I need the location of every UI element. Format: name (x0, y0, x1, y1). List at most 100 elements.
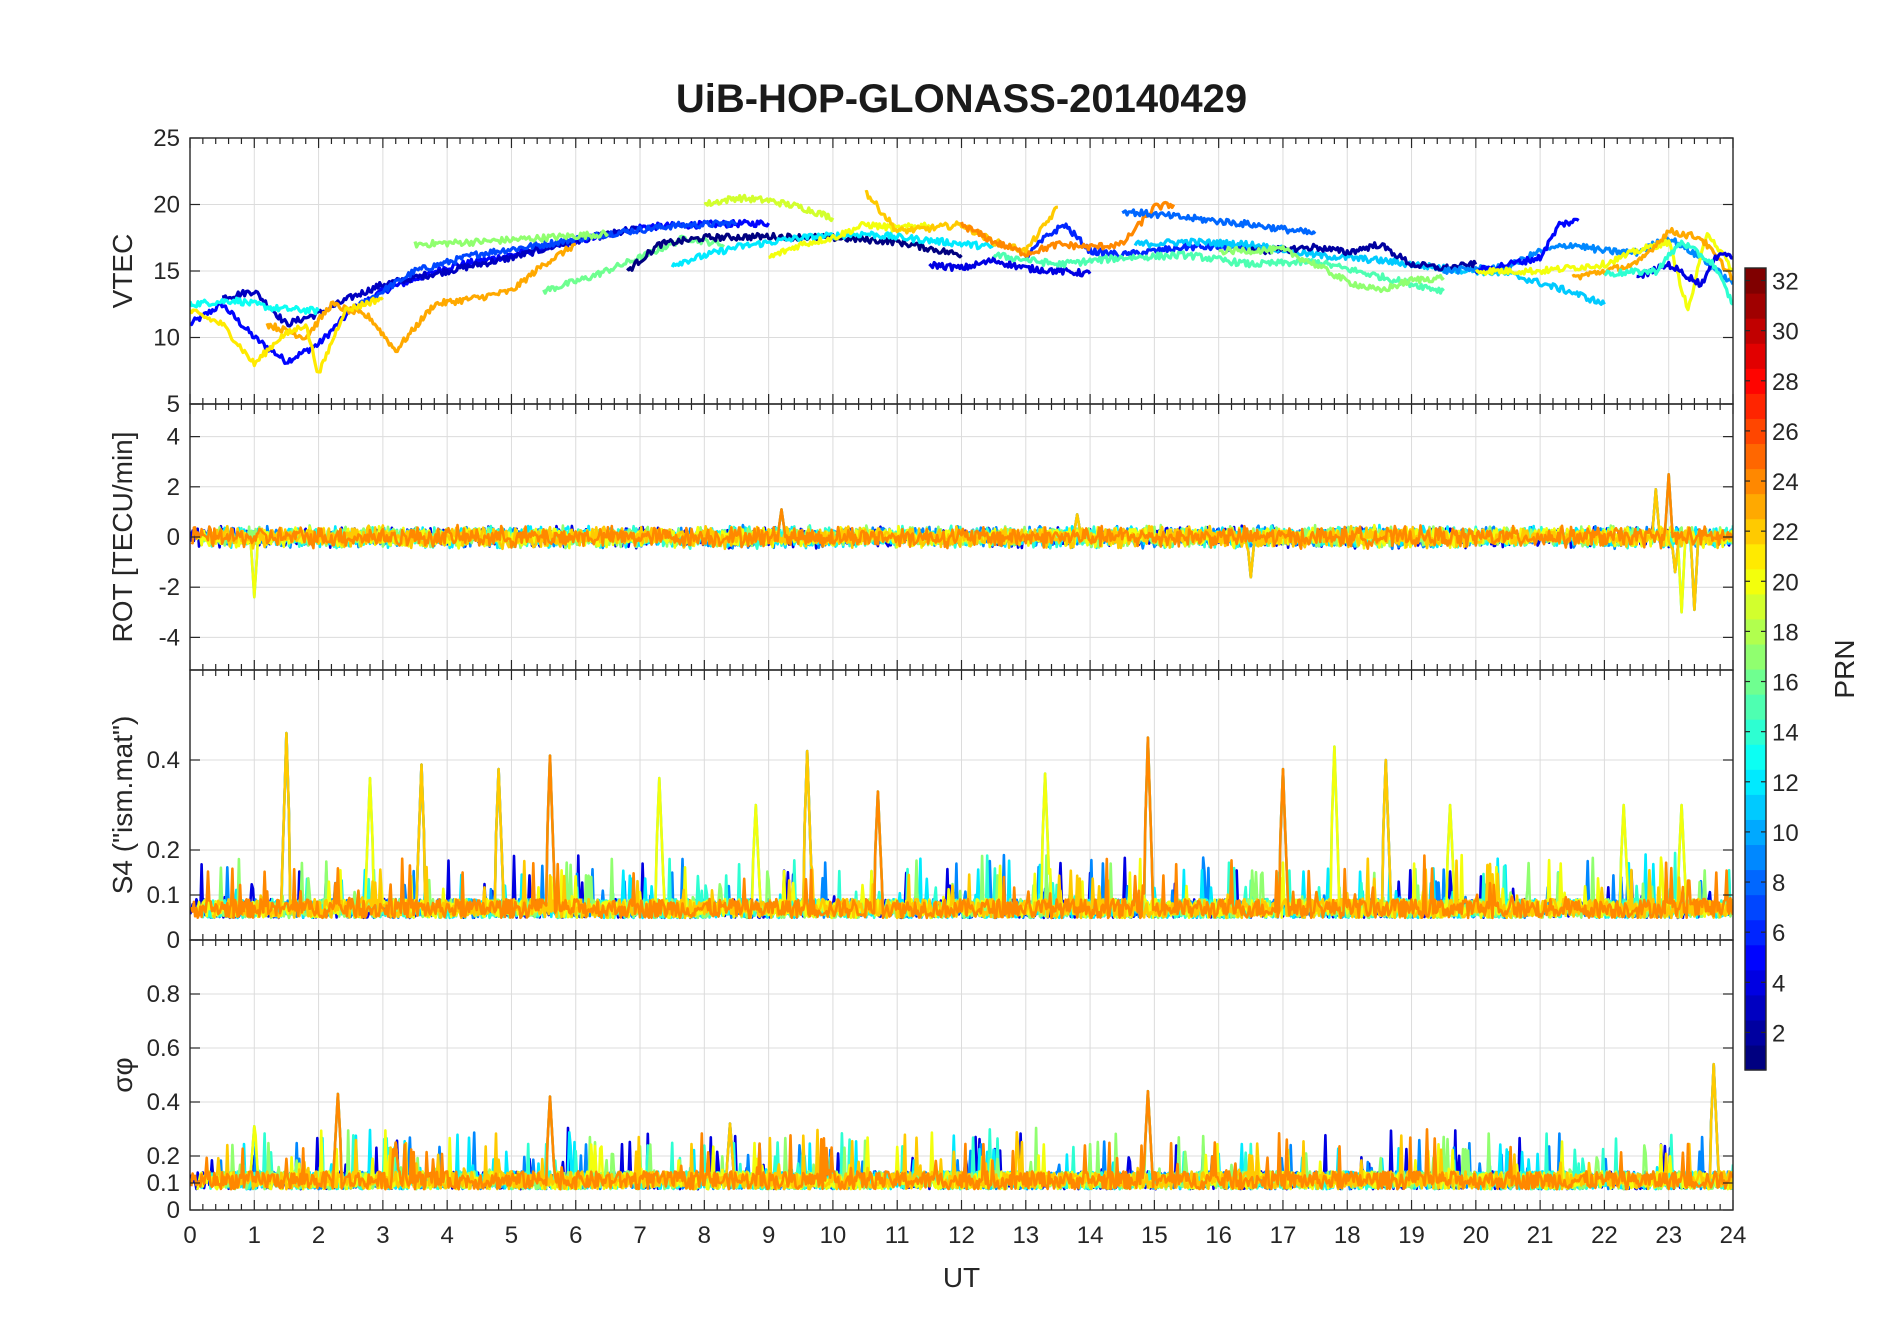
x-tick-label: 12 (948, 1222, 975, 1249)
colorbar-swatch (1745, 568, 1766, 595)
panel-vtec-data (190, 189, 1733, 374)
x-tick-label: 9 (762, 1222, 775, 1249)
vtec-series-prn-7 (349, 219, 738, 311)
colorbar-swatch (1745, 643, 1766, 670)
x-tick-label: 16 (1205, 1222, 1232, 1249)
colorbar-tick-label: 28 (1772, 369, 1799, 396)
colorbar-swatch (1745, 869, 1766, 896)
colorbar-tick-label: 6 (1772, 920, 1785, 947)
colorbar-tick-label: 10 (1772, 820, 1799, 847)
y-tick-label: -2 (159, 574, 180, 601)
x-tick-label: 15 (1141, 1222, 1168, 1249)
y-tick-label: 5 (167, 391, 180, 418)
y-axis-label-sigma: σφ (107, 1057, 138, 1092)
chart-title: UiB-HOP-GLONASS-20140429 (676, 77, 1247, 121)
x-tick-label: 0 (183, 1222, 196, 1249)
colorbar-swatch (1745, 268, 1766, 294)
vtec-series-prn-4 (1636, 251, 1733, 288)
x-tick-label: 14 (1077, 1222, 1104, 1249)
vtec-series-prn-23 (1571, 227, 1733, 281)
colorbar-swatch (1745, 1044, 1766, 1071)
colorbar-swatch (1745, 418, 1766, 445)
vtec-series-prn-20 (1475, 232, 1733, 312)
colorbar-swatch (1745, 393, 1766, 419)
vtec-series-prn-6 (1024, 222, 1285, 261)
y-axis-label-s4: S4 ("ism.mat") (107, 716, 138, 895)
colorbar-tick-label: 22 (1772, 519, 1799, 546)
panel-s4: 0 0.1 0.2 0.4 S4 ("ism.mat") (107, 669, 1734, 954)
x-tick-label: 19 (1398, 1222, 1425, 1249)
colorbar-frame (1744, 267, 1767, 1071)
panel-rot-data (190, 472, 1733, 614)
colorbar-swatch (1745, 769, 1766, 795)
y-tick-label: 0.1 (147, 882, 180, 909)
colorbar-swatch (1745, 493, 1766, 520)
y-tick-label: -4 (159, 624, 180, 651)
colorbar-swatch (1745, 819, 1766, 846)
vtec-series-prn-4 (928, 256, 1092, 278)
y-tick-label: 0.4 (147, 747, 180, 774)
x-tick-label: 5 (505, 1222, 518, 1249)
vtec-series-prn-21 (190, 296, 384, 374)
colorbar-swatch (1745, 994, 1766, 1021)
x-tick-label: 20 (1462, 1222, 1489, 1249)
colorbar-tick-label: 14 (1772, 720, 1799, 747)
vtec-series-prn-3 (221, 225, 642, 328)
colorbar-tick-label: 32 (1772, 269, 1799, 296)
colorbar-swatch (1745, 618, 1766, 645)
x-tick-label: 18 (1334, 1222, 1361, 1249)
y-tick-label: 15 (153, 258, 180, 285)
x-tick-label: 13 (1012, 1222, 1039, 1249)
y-tick-label: 0 (167, 524, 180, 551)
y-tick-label: 0.2 (147, 1143, 180, 1170)
colorbar-swatch (1745, 669, 1766, 695)
x-tick-label: 6 (569, 1222, 582, 1249)
panel-s4-series-prn-24 (190, 736, 1733, 920)
colorbar-tick-label: 2 (1772, 1020, 1785, 1047)
vtec-series-prn-11 (1133, 237, 1606, 306)
colorbar-swatch (1745, 719, 1766, 745)
vtec-series-prn-24 (960, 200, 1176, 258)
x-tick-label: 7 (633, 1222, 646, 1249)
x-axis: 0 1 2 3 4 5 6 7 8 9 10 11 12 13 14 15 16 17 18 19 20 21 22 23 24 (183, 1222, 1746, 1249)
colorbar-swatch (1745, 794, 1766, 820)
panel-vtec: 5 10 15 20 25 VTEC (107, 125, 1734, 418)
colorbar-swatch (1745, 919, 1766, 946)
panel-rot: -4 -2 0 2 4 ROT [TECU/min] (107, 403, 1734, 671)
y-axis-label-rot: ROT [TECU/min] (107, 431, 138, 642)
x-tick-label: 24 (1720, 1222, 1747, 1249)
colorbar-tick-label: 16 (1772, 670, 1799, 697)
colorbar-tick-label: 20 (1772, 569, 1799, 596)
y-tick-label: 0.2 (147, 837, 180, 864)
panel-rot-series-prn-22 (211, 487, 1733, 612)
x-tick-label: 21 (1527, 1222, 1554, 1249)
vtec-series-prn-22 (864, 189, 1058, 256)
vtec-series-prn-8 (1121, 208, 1317, 236)
colorbar-swatch (1745, 318, 1766, 344)
y-axis-label-vtec: VTEC (107, 234, 138, 309)
colorbar-tick-label: 8 (1772, 870, 1785, 897)
colorbar-swatch (1745, 894, 1766, 921)
y-tick-label: 0.8 (147, 981, 180, 1008)
colorbar-swatch (1745, 518, 1766, 545)
vtec-series-prn-17 (1218, 245, 1445, 294)
x-tick-label: 8 (698, 1222, 711, 1249)
colorbar-tick-label: 26 (1772, 419, 1799, 446)
colorbar-swatch (1745, 1019, 1766, 1046)
y-tick-label: 10 (153, 325, 180, 352)
vtec-series-prn-17 (413, 229, 609, 249)
vtec-series-prn-14 (1603, 239, 1733, 306)
y-tick-label: 25 (153, 125, 180, 152)
x-tick-label: 4 (440, 1222, 453, 1249)
panel-rot-series-prn-24 (190, 472, 1733, 551)
colorbar-swatch (1745, 343, 1766, 369)
panel-s4-data (190, 731, 1733, 920)
x-tick-label: 22 (1591, 1222, 1618, 1249)
colorbar-tick-label: 4 (1772, 970, 1785, 997)
vtec-series-prn-13 (190, 296, 320, 316)
x-tick-label: 17 (1270, 1222, 1297, 1249)
colorbar-label: PRN (1829, 639, 1860, 698)
panel-rot-series-prn-14 (200, 487, 1733, 612)
